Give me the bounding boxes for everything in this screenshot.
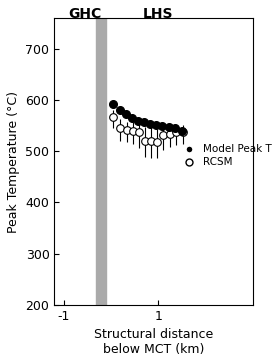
X-axis label: Structural distance
below MCT (km): Structural distance below MCT (km) bbox=[94, 328, 213, 356]
Text: LHS: LHS bbox=[143, 7, 174, 21]
Y-axis label: Peak Temperature (°C): Peak Temperature (°C) bbox=[7, 90, 20, 233]
Bar bbox=[96, 19, 106, 305]
Text: GHC: GHC bbox=[69, 7, 102, 21]
Legend: Model Peak T, RCSM: Model Peak T, RCSM bbox=[179, 144, 271, 167]
